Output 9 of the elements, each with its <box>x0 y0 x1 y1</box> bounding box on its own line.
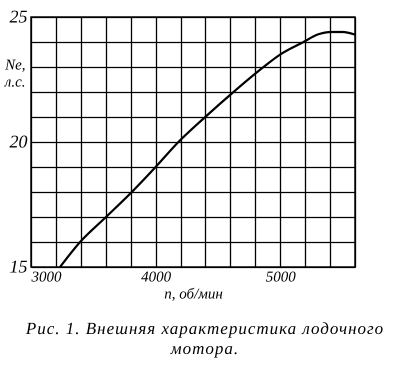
text: Рис. 1. Внешняя характеристика лодочного мотора. <box>24 319 386 359</box>
x-tick-label: 3000 <box>30 270 62 286</box>
y-tick-label: 15 <box>10 256 28 276</box>
y-tick-label: 25 <box>10 6 28 26</box>
x-tick-label: 5000 <box>266 270 296 286</box>
y-axis-title: Ne, л.с. <box>4 58 26 90</box>
x-tick-label: 4000 <box>141 270 172 286</box>
x-axis-title: n, об/мин <box>164 286 223 302</box>
y-tick-label: 20 <box>10 132 28 152</box>
